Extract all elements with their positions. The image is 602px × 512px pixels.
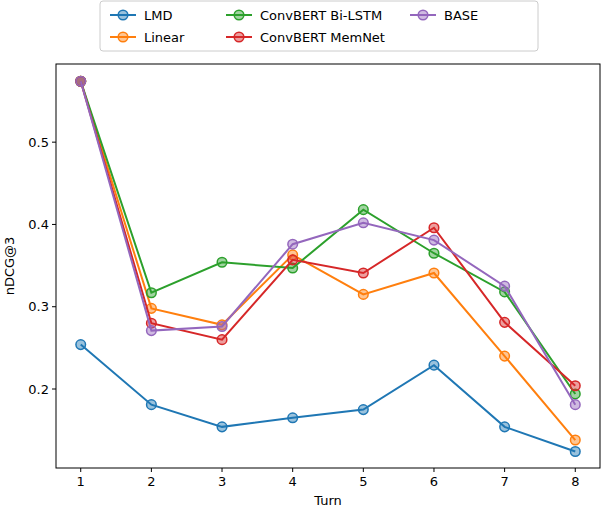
series-marker — [429, 248, 439, 258]
series-marker — [147, 326, 157, 336]
series-marker — [359, 268, 369, 278]
series-marker — [147, 400, 157, 410]
plot-area — [76, 76, 580, 456]
legend-label: BASE — [444, 8, 478, 23]
y-tick-label: 0.5 — [28, 135, 49, 150]
x-tick-label: 5 — [359, 474, 367, 489]
series-marker — [217, 322, 227, 332]
series-marker — [359, 218, 369, 228]
x-axis-label: Turn — [313, 493, 342, 508]
x-tick — [80, 468, 81, 472]
x-tick-label: 1 — [77, 474, 85, 489]
x-tick-label: 7 — [500, 474, 508, 489]
legend-marker — [118, 10, 128, 20]
series-marker — [359, 290, 369, 300]
series-line — [81, 81, 576, 404]
x-tick — [363, 468, 364, 472]
y-tick — [52, 306, 56, 307]
series-marker — [500, 422, 510, 432]
legend-marker — [418, 10, 428, 20]
series-marker — [359, 205, 369, 215]
series-marker — [570, 400, 580, 410]
chart: 1 2 3 4 5 6 7 8 0.2 0.3 0.4 0.5 Turn nDCG@3 LMD Linear C… — [0, 0, 602, 512]
series-marker — [570, 381, 580, 391]
legend-marker — [234, 32, 244, 42]
x-tick — [575, 468, 576, 472]
series-marker — [76, 76, 86, 86]
series-marker — [147, 288, 157, 298]
series-marker — [288, 413, 298, 423]
y-tick-label: 0.4 — [28, 217, 49, 232]
legend-marker — [234, 10, 244, 20]
series-marker — [500, 318, 510, 328]
legend-label: LMD — [144, 8, 172, 23]
series-marker — [570, 447, 580, 457]
legend-label: ConvBERT MemNet — [260, 30, 385, 45]
x-tick-label: 3 — [218, 474, 226, 489]
series-marker — [429, 235, 439, 245]
y-tick-label: 0.3 — [28, 299, 49, 314]
x-tick-label: 6 — [430, 474, 438, 489]
legend-box — [100, 1, 538, 51]
x-tick — [151, 468, 152, 472]
legend: LMD Linear ConvBERT Bi-LSTM ConvBERT MemNet… — [100, 1, 538, 51]
plot-frame — [56, 64, 600, 468]
series-marker — [76, 340, 86, 350]
series-marker — [429, 360, 439, 370]
legend-label: Linear — [144, 30, 185, 45]
y-tick — [52, 142, 56, 143]
series-marker — [429, 223, 439, 233]
series-line — [81, 81, 576, 440]
series-line — [81, 345, 576, 452]
series-marker — [359, 405, 369, 415]
series-marker — [76, 76, 86, 86]
series-marker — [500, 281, 510, 291]
x-tick — [292, 468, 293, 472]
x-tick — [222, 468, 223, 472]
legend-label: ConvBERT Bi-LSTM — [260, 8, 382, 23]
series-marker — [500, 351, 510, 361]
x-tick — [504, 468, 505, 472]
y-tick — [52, 224, 56, 225]
x-tick-label: 4 — [289, 474, 297, 489]
series-line — [81, 81, 576, 394]
y-axis-label: nDCG@3 — [2, 237, 17, 296]
y-tick — [52, 389, 56, 390]
x-tick — [433, 468, 434, 472]
series-marker — [429, 268, 439, 278]
series-marker — [570, 435, 580, 445]
series-marker — [288, 239, 298, 249]
x-tick-label: 8 — [571, 474, 579, 489]
series-marker — [217, 335, 227, 345]
series-marker — [217, 257, 227, 267]
series-marker — [76, 76, 86, 86]
x-tick-label: 2 — [147, 474, 155, 489]
series-marker — [217, 422, 227, 432]
legend-marker — [118, 32, 128, 42]
series-marker — [76, 76, 86, 86]
y-tick-label: 0.2 — [28, 382, 49, 397]
series-marker — [288, 255, 298, 265]
